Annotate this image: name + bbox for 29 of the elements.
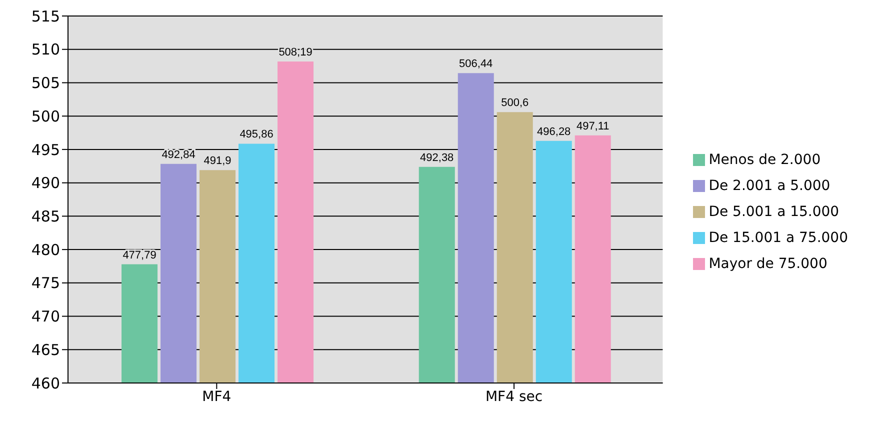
legend-label: Mayor de 75.000 [708, 256, 828, 272]
legend-label: De 15.001 a 75.000 [708, 230, 848, 246]
data-label: 506,44 [459, 58, 493, 70]
legend-label: Menos de 2.000 [708, 152, 821, 168]
data-label: 495,86 [240, 128, 274, 141]
y-tick-label: 490 [31, 174, 60, 192]
y-tick-label: 505 [31, 74, 60, 92]
x-tick-label: MF4 [202, 388, 232, 405]
data-label: 492,38 [420, 152, 454, 164]
y-tick-label: 470 [31, 308, 60, 326]
y-tick-label: 460 [31, 374, 60, 392]
y-tick-label: 480 [31, 240, 60, 259]
y-tick-label: 485 [31, 208, 60, 226]
legend-label: De 2.001 a 5.000 [708, 178, 830, 194]
y-tick-label: 495 [31, 140, 60, 159]
x-tick-label: MF4 sec [485, 388, 543, 405]
y-tick-label: 510 [31, 40, 60, 59]
data-label: 497,11 [576, 120, 610, 132]
data-label: 496,28 [537, 126, 571, 138]
data-label: 491,9 [204, 155, 232, 168]
data-label: 508,19 [278, 46, 312, 58]
data-label: 477,79 [122, 249, 156, 262]
y-tick-label: 465 [31, 340, 60, 359]
y-tick-label: 515 [31, 7, 60, 26]
data-label: 500,6 [501, 97, 529, 110]
data-label: 492,84 [162, 148, 196, 161]
legend-label: De 5.001 a 15.000 [708, 204, 840, 220]
y-tick-label: 500 [31, 107, 60, 126]
y-tick-label: 475 [31, 274, 60, 292]
